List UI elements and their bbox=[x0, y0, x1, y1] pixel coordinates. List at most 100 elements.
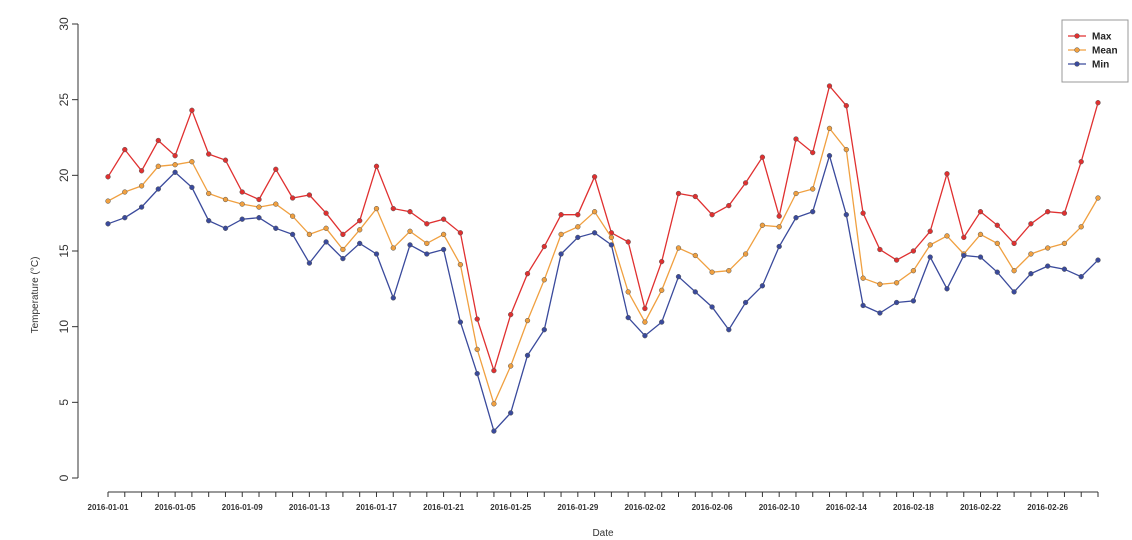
data-point-min bbox=[440, 246, 447, 253]
data-point-mean bbox=[1011, 268, 1017, 274]
data-point-mean bbox=[105, 198, 111, 204]
data-point-max bbox=[860, 210, 866, 216]
data-point-min bbox=[558, 251, 564, 257]
data-point-max bbox=[843, 103, 849, 109]
data-point-mean bbox=[776, 224, 782, 230]
data-point-max bbox=[910, 248, 917, 254]
data-point-max bbox=[625, 239, 631, 245]
data-point-max bbox=[239, 189, 245, 195]
data-point-mean bbox=[927, 242, 933, 248]
data-point-mean bbox=[323, 225, 329, 231]
data-point-min bbox=[608, 242, 615, 248]
data-point-min bbox=[390, 295, 396, 301]
data-point-min bbox=[1078, 274, 1084, 280]
data-point-max bbox=[591, 174, 598, 180]
x-tick-label: 2016-01-21 bbox=[423, 503, 464, 512]
series-max bbox=[105, 83, 1101, 374]
data-point-min bbox=[474, 370, 480, 377]
data-point-max bbox=[138, 168, 145, 174]
data-point-max bbox=[961, 234, 967, 241]
x-tick-label: 2016-01-01 bbox=[88, 503, 129, 512]
data-point-min bbox=[407, 242, 413, 248]
data-point-mean bbox=[675, 245, 682, 251]
data-point-mean bbox=[1095, 195, 1101, 201]
data-point-mean bbox=[273, 201, 279, 207]
data-point-mean bbox=[1028, 251, 1034, 257]
data-point-mean bbox=[692, 252, 698, 259]
data-point-min bbox=[1045, 263, 1051, 269]
data-point-max bbox=[122, 146, 128, 153]
data-point-max bbox=[776, 213, 782, 219]
data-point-max bbox=[491, 367, 497, 374]
data-point-min bbox=[1061, 266, 1068, 272]
data-point-min bbox=[340, 255, 346, 262]
series-line-min bbox=[107, 153, 1099, 433]
data-point-min bbox=[122, 215, 128, 221]
data-point-mean bbox=[222, 196, 229, 203]
data-point-max bbox=[1045, 209, 1051, 215]
x-tick-label: 2016-01-25 bbox=[490, 503, 531, 512]
data-point-min bbox=[692, 289, 698, 295]
data-point-mean bbox=[1078, 224, 1084, 230]
data-point-max bbox=[306, 192, 313, 198]
series-mean bbox=[105, 125, 1101, 407]
data-point-max bbox=[742, 180, 749, 186]
data-point-min bbox=[961, 252, 967, 259]
data-point-mean bbox=[659, 287, 665, 293]
data-point-mean bbox=[289, 213, 296, 219]
data-point-mean bbox=[575, 224, 581, 230]
x-tick-label: 2016-01-17 bbox=[356, 503, 397, 512]
y-tick-label: 5 bbox=[57, 399, 71, 406]
data-point-min bbox=[709, 304, 715, 310]
legend-marker-min bbox=[1074, 61, 1080, 67]
data-point-min bbox=[457, 319, 464, 325]
data-point-mean bbox=[172, 162, 178, 168]
data-point-min bbox=[323, 239, 329, 245]
data-point-mean bbox=[1061, 240, 1068, 247]
data-point-max bbox=[1011, 240, 1017, 247]
data-point-mean bbox=[709, 269, 715, 275]
data-point-mean bbox=[457, 261, 464, 268]
data-point-mean bbox=[860, 275, 866, 281]
data-point-mean bbox=[357, 227, 363, 233]
data-point-mean bbox=[877, 281, 883, 287]
data-point-min bbox=[239, 216, 245, 222]
data-point-mean bbox=[189, 159, 195, 165]
data-point-min bbox=[944, 286, 950, 292]
x-tick-label: 2016-02-06 bbox=[692, 503, 733, 512]
data-point-max bbox=[994, 222, 1000, 228]
series-line-max bbox=[107, 84, 1099, 373]
data-point-mean bbox=[390, 245, 396, 251]
data-point-min bbox=[508, 410, 514, 416]
data-point-max bbox=[642, 305, 648, 312]
data-point-min bbox=[105, 221, 111, 227]
data-point-mean bbox=[440, 231, 447, 238]
data-point-max bbox=[826, 83, 833, 89]
data-point-mean bbox=[424, 240, 430, 247]
data-point-max bbox=[407, 209, 413, 215]
data-point-min bbox=[256, 215, 262, 221]
data-point-min bbox=[524, 352, 531, 359]
series-min bbox=[105, 153, 1101, 434]
data-point-mean bbox=[810, 186, 816, 192]
legend-marker-mean bbox=[1074, 47, 1080, 53]
data-point-mean bbox=[742, 251, 749, 257]
data-point-min bbox=[373, 251, 380, 257]
legend-label-min: Min bbox=[1092, 60, 1109, 71]
data-point-mean bbox=[910, 268, 917, 274]
data-point-mean bbox=[256, 204, 262, 210]
data-point-max bbox=[206, 151, 212, 157]
data-point-mean bbox=[608, 234, 615, 241]
data-point-min bbox=[222, 225, 229, 231]
data-point-min bbox=[877, 310, 883, 316]
data-point-min bbox=[625, 314, 631, 321]
data-point-max bbox=[189, 107, 195, 113]
data-point-min bbox=[1095, 257, 1101, 263]
data-point-min bbox=[742, 299, 749, 306]
data-point-min bbox=[927, 254, 933, 260]
data-point-mean bbox=[491, 401, 497, 407]
data-point-mean bbox=[474, 346, 480, 353]
data-point-mean bbox=[893, 280, 900, 286]
data-point-min bbox=[893, 299, 900, 306]
